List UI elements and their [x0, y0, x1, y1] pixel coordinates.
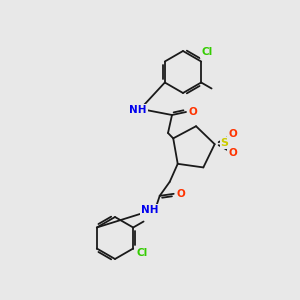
Text: O: O — [176, 189, 185, 199]
Text: S: S — [221, 138, 229, 148]
Text: Cl: Cl — [136, 248, 148, 259]
Text: O: O — [228, 129, 237, 139]
Text: NH: NH — [129, 105, 147, 115]
Text: Cl: Cl — [201, 47, 212, 57]
Text: NH: NH — [141, 205, 158, 215]
Text: O: O — [189, 107, 197, 117]
Text: O: O — [228, 148, 237, 158]
